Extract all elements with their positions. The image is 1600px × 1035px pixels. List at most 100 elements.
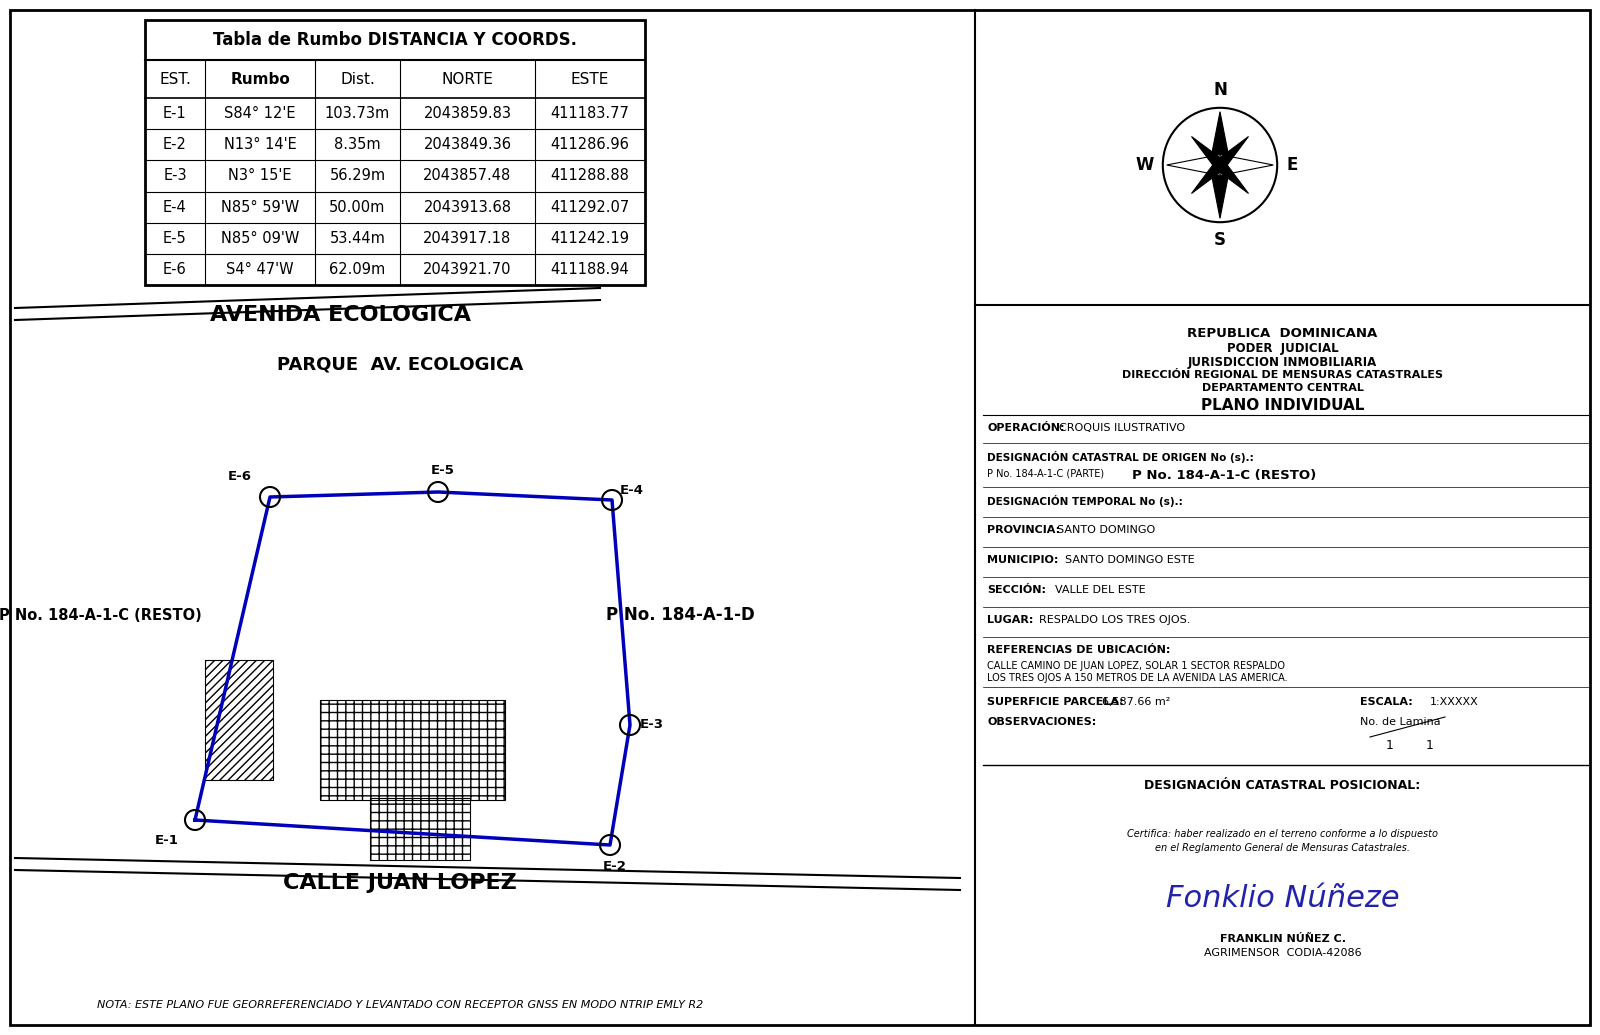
Text: W: W bbox=[1136, 156, 1154, 174]
Text: en el Reglamento General de Mensuras Catastrales.: en el Reglamento General de Mensuras Cat… bbox=[1155, 842, 1410, 853]
Text: LUGAR:: LUGAR: bbox=[987, 615, 1034, 625]
Text: DIRECCIÓN REGIONAL DE MENSURAS CATASTRALES: DIRECCIÓN REGIONAL DE MENSURAS CATASTRAL… bbox=[1122, 369, 1443, 380]
Text: CALLE CAMINO DE JUAN LOPEZ, SOLAR 1 SECTOR RESPALDO: CALLE CAMINO DE JUAN LOPEZ, SOLAR 1 SECT… bbox=[987, 661, 1285, 671]
Text: P No. 184-A-1-C (RESTO): P No. 184-A-1-C (RESTO) bbox=[0, 608, 202, 622]
Text: N85° 59'W: N85° 59'W bbox=[221, 200, 299, 214]
Text: 2043913.68: 2043913.68 bbox=[424, 200, 512, 214]
Text: E-6: E-6 bbox=[229, 471, 253, 483]
Text: ESTE: ESTE bbox=[571, 71, 610, 87]
Text: N: N bbox=[1213, 81, 1227, 98]
Text: REFERENCIAS DE UBICACIÓN:: REFERENCIAS DE UBICACIÓN: bbox=[987, 645, 1170, 655]
Text: MUNICIPIO:: MUNICIPIO: bbox=[987, 555, 1058, 565]
Text: OPERACIÓN:: OPERACIÓN: bbox=[987, 423, 1064, 433]
Text: E-5: E-5 bbox=[163, 231, 187, 245]
Text: E-2: E-2 bbox=[603, 860, 627, 874]
Text: 411183.77: 411183.77 bbox=[550, 106, 629, 121]
Text: E-5: E-5 bbox=[430, 464, 454, 476]
Text: EST.: EST. bbox=[158, 71, 190, 87]
Text: 103.73m: 103.73m bbox=[325, 106, 390, 121]
Text: Dist.: Dist. bbox=[341, 71, 374, 87]
Text: N85° 09'W: N85° 09'W bbox=[221, 231, 299, 245]
Text: SANTO DOMINGO: SANTO DOMINGO bbox=[1058, 525, 1155, 535]
Polygon shape bbox=[1192, 137, 1224, 169]
Text: Fonklio Núñeze: Fonklio Núñeze bbox=[1166, 884, 1400, 913]
Text: S4° 47'W: S4° 47'W bbox=[226, 262, 294, 277]
Text: 411242.19: 411242.19 bbox=[550, 231, 629, 245]
Text: E-6: E-6 bbox=[163, 262, 187, 277]
Text: DESIGNACIÓN CATASTRAL DE ORIGEN No (s).:: DESIGNACIÓN CATASTRAL DE ORIGEN No (s).: bbox=[987, 451, 1254, 463]
Text: 1: 1 bbox=[1386, 739, 1394, 752]
Text: CROQUIS ILUSTRATIVO: CROQUIS ILUSTRATIVO bbox=[1059, 423, 1186, 433]
Bar bbox=[370, 798, 470, 860]
Text: E-4: E-4 bbox=[163, 200, 187, 214]
Text: Rumbo: Rumbo bbox=[230, 71, 290, 87]
Polygon shape bbox=[1166, 154, 1221, 175]
Polygon shape bbox=[1221, 154, 1274, 175]
Text: PLANO INDIVIDUAL: PLANO INDIVIDUAL bbox=[1202, 398, 1365, 413]
Text: REPUBLICA  DOMINICANA: REPUBLICA DOMINICANA bbox=[1187, 327, 1378, 341]
Text: 1:XXXXX: 1:XXXXX bbox=[1430, 697, 1478, 707]
Text: 2043917.18: 2043917.18 bbox=[424, 231, 512, 245]
Text: S: S bbox=[1214, 231, 1226, 249]
Polygon shape bbox=[1210, 165, 1230, 218]
Text: NOTA: ESTE PLANO FUE GEORREFERENCIADO Y LEVANTADO CON RECEPTOR GNSS EN MODO NTRI: NOTA: ESTE PLANO FUE GEORREFERENCIADO Y … bbox=[98, 1000, 702, 1010]
Text: 411286.96: 411286.96 bbox=[550, 138, 629, 152]
Text: 53.44m: 53.44m bbox=[330, 231, 386, 245]
Text: LOS TRES OJOS A 150 METROS DE LA AVENIDA LAS AMERICA.: LOS TRES OJOS A 150 METROS DE LA AVENIDA… bbox=[987, 673, 1288, 683]
Text: Certifica: haber realizado en el terreno conforme a lo dispuesto: Certifica: haber realizado en el terreno… bbox=[1126, 829, 1438, 839]
Text: PARQUE  AV. ECOLOGICA: PARQUE AV. ECOLOGICA bbox=[277, 356, 523, 374]
Text: E-1: E-1 bbox=[163, 106, 187, 121]
Polygon shape bbox=[1192, 160, 1224, 194]
Text: E-3: E-3 bbox=[640, 718, 664, 732]
Text: 411188.94: 411188.94 bbox=[550, 262, 629, 277]
Text: 2043921.70: 2043921.70 bbox=[424, 262, 512, 277]
Text: RESPALDO LOS TRES OJOS.: RESPALDO LOS TRES OJOS. bbox=[1038, 615, 1190, 625]
Bar bbox=[205, 660, 274, 780]
Text: JURISDICCION INMOBILIARIA: JURISDICCION INMOBILIARIA bbox=[1187, 356, 1378, 369]
Text: E: E bbox=[1286, 156, 1298, 174]
Text: N3° 15'E: N3° 15'E bbox=[229, 169, 291, 183]
Text: DESIGNACIÓN TEMPORAL No (s).:: DESIGNACIÓN TEMPORAL No (s).: bbox=[987, 495, 1182, 507]
Text: 2043859.83: 2043859.83 bbox=[424, 106, 512, 121]
Text: E-3: E-3 bbox=[163, 169, 187, 183]
Text: NORTE: NORTE bbox=[442, 71, 493, 87]
Text: P No. 184-A-1-C (PARTE): P No. 184-A-1-C (PARTE) bbox=[987, 469, 1104, 479]
Text: PROVINCIA:: PROVINCIA: bbox=[987, 525, 1061, 535]
Text: No. de Lamina: No. de Lamina bbox=[1360, 717, 1440, 727]
Text: 50.00m: 50.00m bbox=[330, 200, 386, 214]
Text: 8.35m: 8.35m bbox=[334, 138, 381, 152]
Text: OBSERVACIONES:: OBSERVACIONES: bbox=[987, 717, 1096, 727]
Text: P No. 184-A-1-C (RESTO): P No. 184-A-1-C (RESTO) bbox=[1133, 469, 1317, 482]
Text: P No. 184-A-1-D: P No. 184-A-1-D bbox=[606, 607, 754, 624]
Text: S84° 12'E: S84° 12'E bbox=[224, 106, 296, 121]
Text: VALLE DEL ESTE: VALLE DEL ESTE bbox=[1054, 585, 1146, 595]
Text: E-2: E-2 bbox=[163, 138, 187, 152]
Text: PODER  JUDICIAL: PODER JUDICIAL bbox=[1227, 342, 1338, 355]
Polygon shape bbox=[1210, 112, 1230, 165]
Text: 1: 1 bbox=[1426, 739, 1434, 752]
Text: 56.29m: 56.29m bbox=[330, 169, 386, 183]
Text: ESCALA:: ESCALA: bbox=[1360, 697, 1413, 707]
Text: 2043857.48: 2043857.48 bbox=[424, 169, 512, 183]
Text: Tabla de Rumbo DISTANCIA Y COORDS.: Tabla de Rumbo DISTANCIA Y COORDS. bbox=[213, 31, 578, 49]
Text: 411288.88: 411288.88 bbox=[550, 169, 629, 183]
Polygon shape bbox=[1216, 137, 1248, 169]
Text: E-1: E-1 bbox=[155, 833, 179, 847]
Text: 411292.07: 411292.07 bbox=[550, 200, 630, 214]
Text: 6,587.66 m²: 6,587.66 m² bbox=[1102, 697, 1170, 707]
Text: CALLE JUAN LOPEZ: CALLE JUAN LOPEZ bbox=[283, 873, 517, 893]
Bar bbox=[146, 20, 645, 285]
Text: DEPARTAMENTO CENTRAL: DEPARTAMENTO CENTRAL bbox=[1202, 383, 1363, 393]
Text: 2043849.36: 2043849.36 bbox=[424, 138, 512, 152]
Text: N13° 14'E: N13° 14'E bbox=[224, 138, 296, 152]
Text: E-4: E-4 bbox=[621, 483, 643, 497]
Text: 62.09m: 62.09m bbox=[330, 262, 386, 277]
Text: AGRIMENSOR  CODIA-42086: AGRIMENSOR CODIA-42086 bbox=[1203, 948, 1362, 958]
Text: AVENIDA ECOLOGICA: AVENIDA ECOLOGICA bbox=[210, 305, 470, 325]
Text: FRANKLIN NÚÑEZ C.: FRANKLIN NÚÑEZ C. bbox=[1219, 934, 1346, 944]
Text: DESIGNACIÓN CATASTRAL POSICIONAL:: DESIGNACIÓN CATASTRAL POSICIONAL: bbox=[1144, 779, 1421, 792]
Text: SANTO DOMINGO ESTE: SANTO DOMINGO ESTE bbox=[1066, 555, 1195, 565]
Text: SUPERFICIE PARCELA:: SUPERFICIE PARCELA: bbox=[987, 697, 1123, 707]
Polygon shape bbox=[1216, 160, 1248, 194]
Bar bbox=[320, 700, 506, 800]
